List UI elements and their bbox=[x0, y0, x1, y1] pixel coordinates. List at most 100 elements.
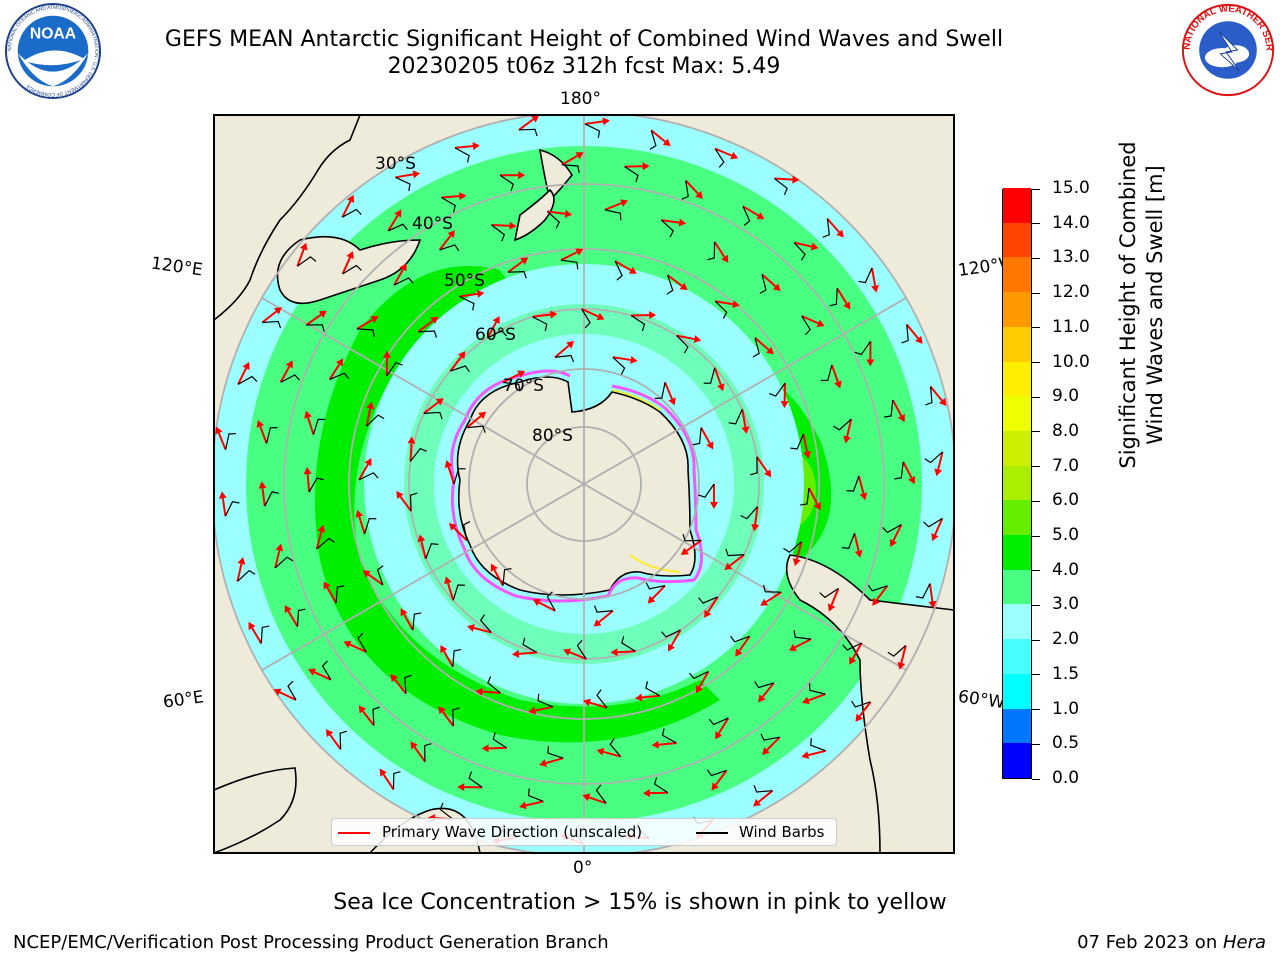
wave-arrowhead bbox=[457, 351, 466, 360]
wind-barb bbox=[725, 548, 745, 557]
wave-arrowhead bbox=[444, 460, 453, 469]
wave-arrowhead bbox=[872, 597, 880, 606]
wind-barb bbox=[237, 569, 256, 582]
wave-arrowhead bbox=[834, 380, 842, 389]
wind-barb bbox=[595, 784, 607, 804]
wave-arrowhead bbox=[242, 361, 250, 371]
wave-arrow bbox=[685, 179, 699, 195]
wind-barb bbox=[706, 769, 727, 777]
wave-arrow bbox=[858, 701, 872, 717]
wave-arrowhead bbox=[358, 705, 367, 714]
wave-arrowhead bbox=[273, 307, 282, 315]
wave-arrowhead bbox=[582, 793, 591, 802]
wave-arrow bbox=[454, 145, 474, 149]
wind-barb bbox=[624, 166, 639, 183]
wind-barb bbox=[358, 472, 379, 481]
footer-date: 07 Feb 2023 on Hera bbox=[1077, 932, 1266, 953]
wave-arrow bbox=[561, 154, 579, 166]
wave-arrowhead bbox=[492, 316, 500, 325]
wave-arrow bbox=[482, 690, 501, 694]
wave-arrow bbox=[830, 364, 839, 383]
colorbar-segment bbox=[1003, 222, 1031, 258]
wave-arrow bbox=[518, 118, 535, 131]
wind-barb bbox=[621, 636, 636, 652]
lat-50: 50°S bbox=[444, 271, 485, 291]
wind-barb bbox=[502, 567, 512, 586]
wind-barb bbox=[660, 219, 674, 238]
wind-barb bbox=[714, 148, 725, 168]
wind-barb bbox=[306, 324, 325, 332]
wave-arrowhead bbox=[318, 310, 327, 318]
wave-arrowhead bbox=[730, 151, 739, 160]
wind-barb bbox=[425, 543, 439, 559]
colorbar-tick bbox=[1032, 570, 1040, 572]
wave-arrow bbox=[717, 717, 730, 734]
wave-arrowhead bbox=[509, 221, 517, 230]
wind-barb bbox=[783, 541, 802, 554]
wave-arrowhead bbox=[539, 759, 547, 767]
wave-arrowhead bbox=[642, 162, 650, 171]
wave-arrowhead bbox=[741, 426, 750, 434]
wind-barb bbox=[730, 635, 750, 643]
wave-arrowhead bbox=[792, 175, 800, 184]
wave-arrow bbox=[279, 365, 291, 383]
wind-barb bbox=[759, 274, 767, 294]
wave-arrow bbox=[507, 260, 524, 273]
wave-arrowhead bbox=[394, 209, 402, 218]
wind-barb bbox=[901, 324, 909, 344]
wave-arrow bbox=[667, 274, 683, 287]
wave-arrow bbox=[525, 800, 544, 807]
wind-barb bbox=[630, 314, 646, 332]
wave-arrowhead bbox=[871, 285, 880, 293]
wind-barb bbox=[760, 733, 780, 741]
wave-arrowhead bbox=[518, 801, 527, 810]
wave-arrowhead bbox=[412, 170, 421, 179]
wave-arrow bbox=[393, 268, 404, 286]
wind-barb bbox=[537, 693, 554, 708]
wave-arrow bbox=[830, 588, 840, 606]
lon-0: 0° bbox=[573, 858, 593, 878]
wave-arrow bbox=[569, 651, 587, 660]
wind-barb bbox=[409, 492, 418, 512]
title-line1: GEFS MEAN Antarctic Significant Height o… bbox=[164, 27, 1004, 52]
sea-ice-note: Sea Ice Concentration > 15% is shown in … bbox=[333, 890, 947, 915]
title-line2: 20230205 t06z 312h fcst Max: 5.49 bbox=[387, 54, 781, 79]
wave-arrow bbox=[534, 705, 553, 712]
wave-arrowhead bbox=[760, 598, 769, 606]
wave-arrowhead bbox=[284, 605, 292, 614]
wave-arrow bbox=[604, 202, 622, 211]
wave-arrowhead bbox=[788, 643, 797, 651]
wave-arrowhead bbox=[889, 538, 897, 548]
wind-barb bbox=[237, 375, 258, 385]
colorbar-tick-label: 14.0 bbox=[1052, 212, 1090, 233]
wave-arrow bbox=[766, 736, 781, 751]
wave-arrowhead bbox=[816, 319, 825, 327]
wind-barb bbox=[266, 427, 278, 444]
wave-arrow bbox=[713, 367, 722, 386]
wave-arrow bbox=[349, 643, 367, 653]
wind-barb bbox=[884, 400, 894, 418]
wind-barb bbox=[681, 180, 689, 200]
wave-arrowhead bbox=[897, 661, 906, 670]
wave-arrow bbox=[315, 531, 323, 550]
svg-text:NOAA: NOAA bbox=[30, 25, 76, 42]
wave-arrowhead bbox=[717, 383, 725, 392]
wave-arrowhead bbox=[417, 534, 426, 543]
wave-arrowhead bbox=[792, 558, 801, 567]
wind-barb bbox=[750, 456, 758, 476]
colorbar-tick-label: 3.0 bbox=[1052, 594, 1080, 615]
wind-barb bbox=[321, 660, 332, 681]
wave-arrow bbox=[365, 408, 372, 427]
wave-arrow bbox=[658, 741, 677, 746]
colorbar-tick-label: 9.0 bbox=[1052, 386, 1080, 407]
wave-arrow bbox=[441, 195, 460, 199]
wave-arrowhead bbox=[563, 648, 572, 656]
wave-arrowhead bbox=[711, 782, 719, 791]
wind-barb bbox=[581, 308, 591, 329]
wind-barb bbox=[714, 300, 728, 319]
wave-arrowhead bbox=[248, 621, 256, 630]
wave-arrow bbox=[449, 356, 462, 372]
colorbar-tick-label: 0.0 bbox=[1052, 768, 1080, 788]
wind-barb bbox=[800, 488, 810, 506]
wave-arrowhead bbox=[325, 729, 334, 738]
